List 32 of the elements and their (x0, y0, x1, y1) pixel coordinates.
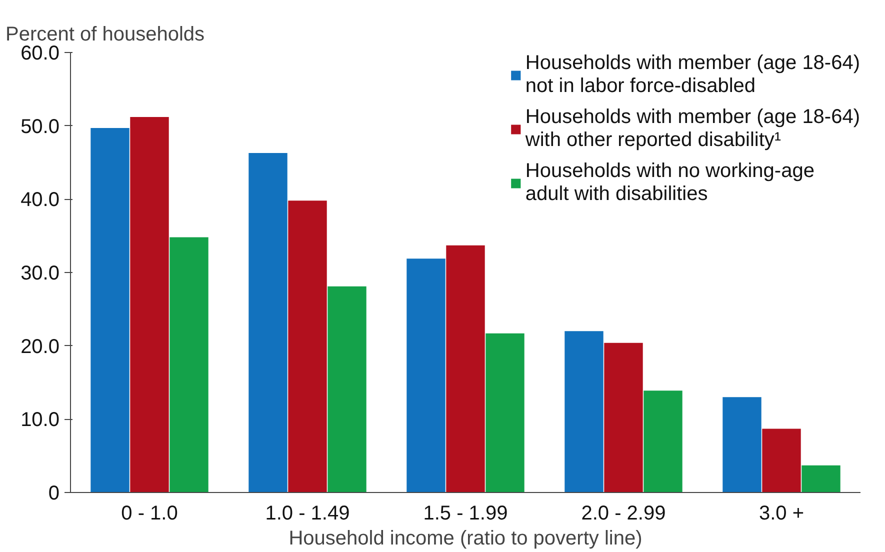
y-tick-label: 50.0 (20, 116, 60, 138)
legend-label: Households with member (age 18-64) with other reported disability¹ (525, 106, 860, 152)
bar (288, 200, 327, 492)
x-tick-label: 2.0 - 2.99 (581, 502, 666, 524)
bar (486, 333, 524, 492)
bar (644, 390, 682, 492)
bar (406, 258, 446, 492)
bar (802, 465, 840, 492)
x-tick-label: 3.0 + (758, 502, 804, 524)
y-tick-label: 20.0 (20, 336, 60, 358)
bar (564, 331, 604, 492)
x-tick-label: 1.5 - 1.99 (423, 502, 508, 524)
y-tick-label: 60.0 (20, 42, 60, 64)
bar (446, 245, 485, 492)
y-tick-label: 0 (48, 482, 60, 504)
bar (248, 152, 288, 492)
y-tick-label: 30.0 (20, 262, 60, 284)
bar (722, 397, 762, 492)
bar (328, 286, 366, 492)
bar (130, 117, 169, 492)
bar (762, 428, 801, 492)
y-tick-label: 40.0 (20, 189, 60, 212)
legend-label: Households with member (age 18-64) not in labor force-disabled (525, 52, 860, 98)
legend-label: Households with no working-age adult with disabilities (525, 160, 814, 206)
y-tick-label: 10.0 (20, 409, 60, 432)
bar (90, 128, 130, 492)
bar (604, 342, 643, 492)
y-axis-title: Percent of households (6, 24, 205, 46)
x-axis-title: Household income (ratio to poverty line) (288, 528, 642, 550)
x-tick-label: 0 - 1.0 (121, 502, 178, 524)
bar (170, 237, 208, 492)
x-tick-label: 1.0 - 1.49 (265, 502, 350, 524)
